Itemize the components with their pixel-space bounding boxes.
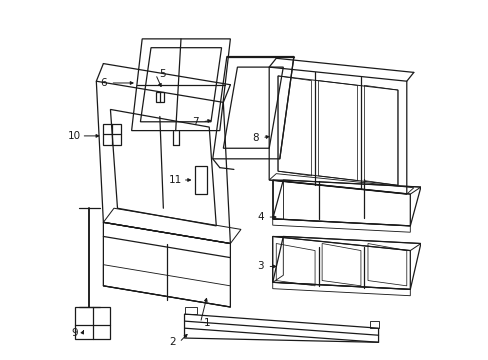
Text: 1: 1	[203, 318, 210, 328]
Text: 9: 9	[72, 328, 78, 338]
Text: 3: 3	[257, 261, 263, 271]
Text: 4: 4	[257, 212, 263, 222]
Text: 10: 10	[68, 131, 81, 141]
Text: 8: 8	[251, 133, 258, 143]
Text: 6: 6	[100, 78, 106, 88]
Text: 11: 11	[169, 175, 182, 185]
Text: 7: 7	[191, 117, 198, 127]
Text: 5: 5	[159, 69, 165, 79]
Text: 2: 2	[168, 337, 175, 347]
